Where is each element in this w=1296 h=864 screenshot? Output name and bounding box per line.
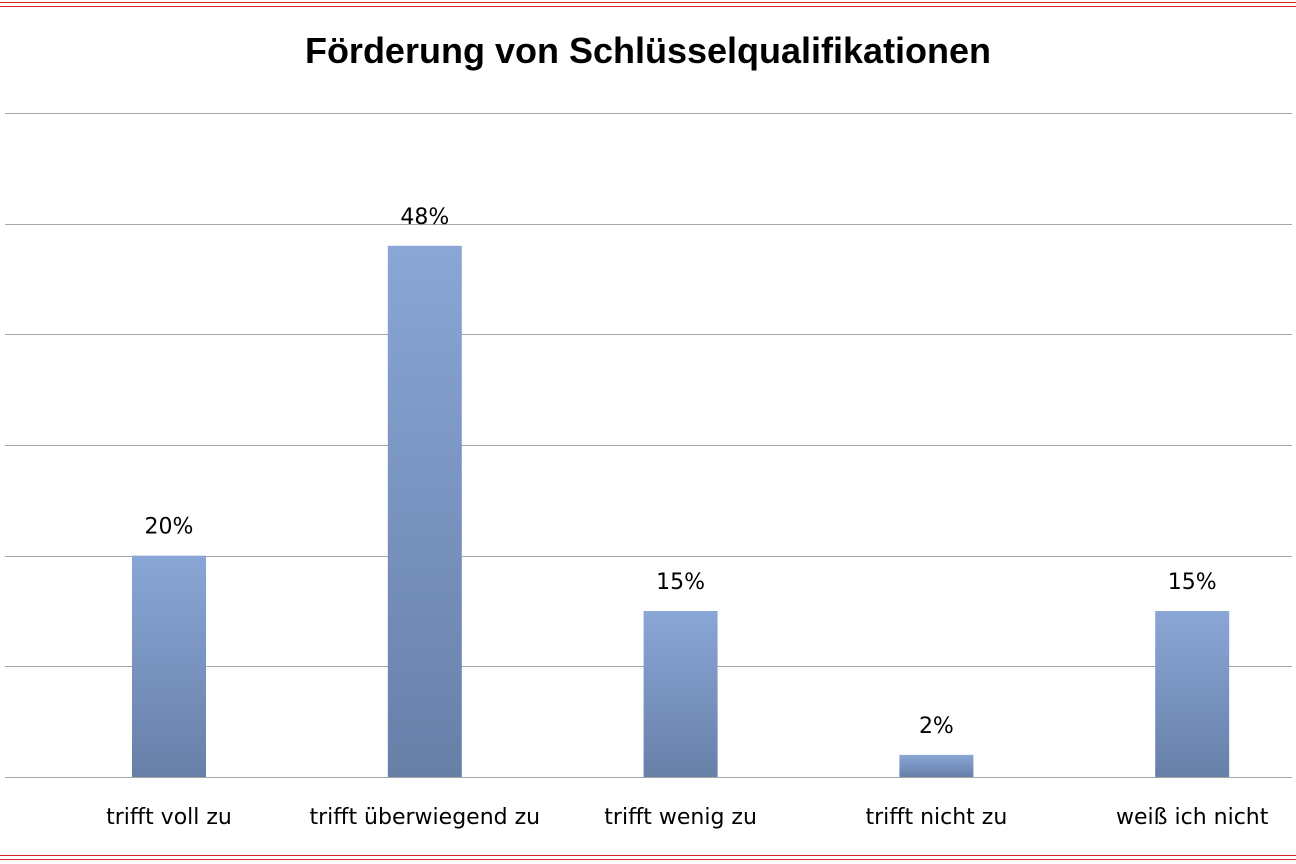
frame-bottom-line-outer [0,859,1296,860]
category-label-3: trifft nicht zu [866,805,1008,830]
bar-4 [1155,611,1230,777]
gridlines [5,113,1292,778]
chart-title: Förderung von Schlüsselqualifikationen [304,30,992,71]
frame-top-line-inner [0,6,1296,7]
category-labels: trifft voll zu trifft überwiegend zu triff… [106,805,1269,830]
frame-top-line-outer [0,2,1296,3]
category-label-1: trifft überwiegend zu [310,805,541,830]
category-label-0: trifft voll zu [106,805,232,830]
data-labels: 20% 48% 15% 2% 15% [145,205,1217,739]
bars [132,245,1230,778]
frame-bottom-line-inner [0,855,1296,856]
category-label-2: trifft wenig zu [604,805,757,830]
bar-0 [132,555,206,777]
data-label-3: 2% [919,714,954,739]
data-label-1: 48% [400,205,449,230]
data-label-0: 20% [145,515,194,540]
data-label-2: 15% [656,570,705,595]
bar-3 [899,754,974,777]
bar-2 [643,611,718,777]
category-label-4: weiß ich nicht [1116,805,1269,830]
data-label-4: 15% [1168,570,1217,595]
bar-1 [387,245,462,778]
